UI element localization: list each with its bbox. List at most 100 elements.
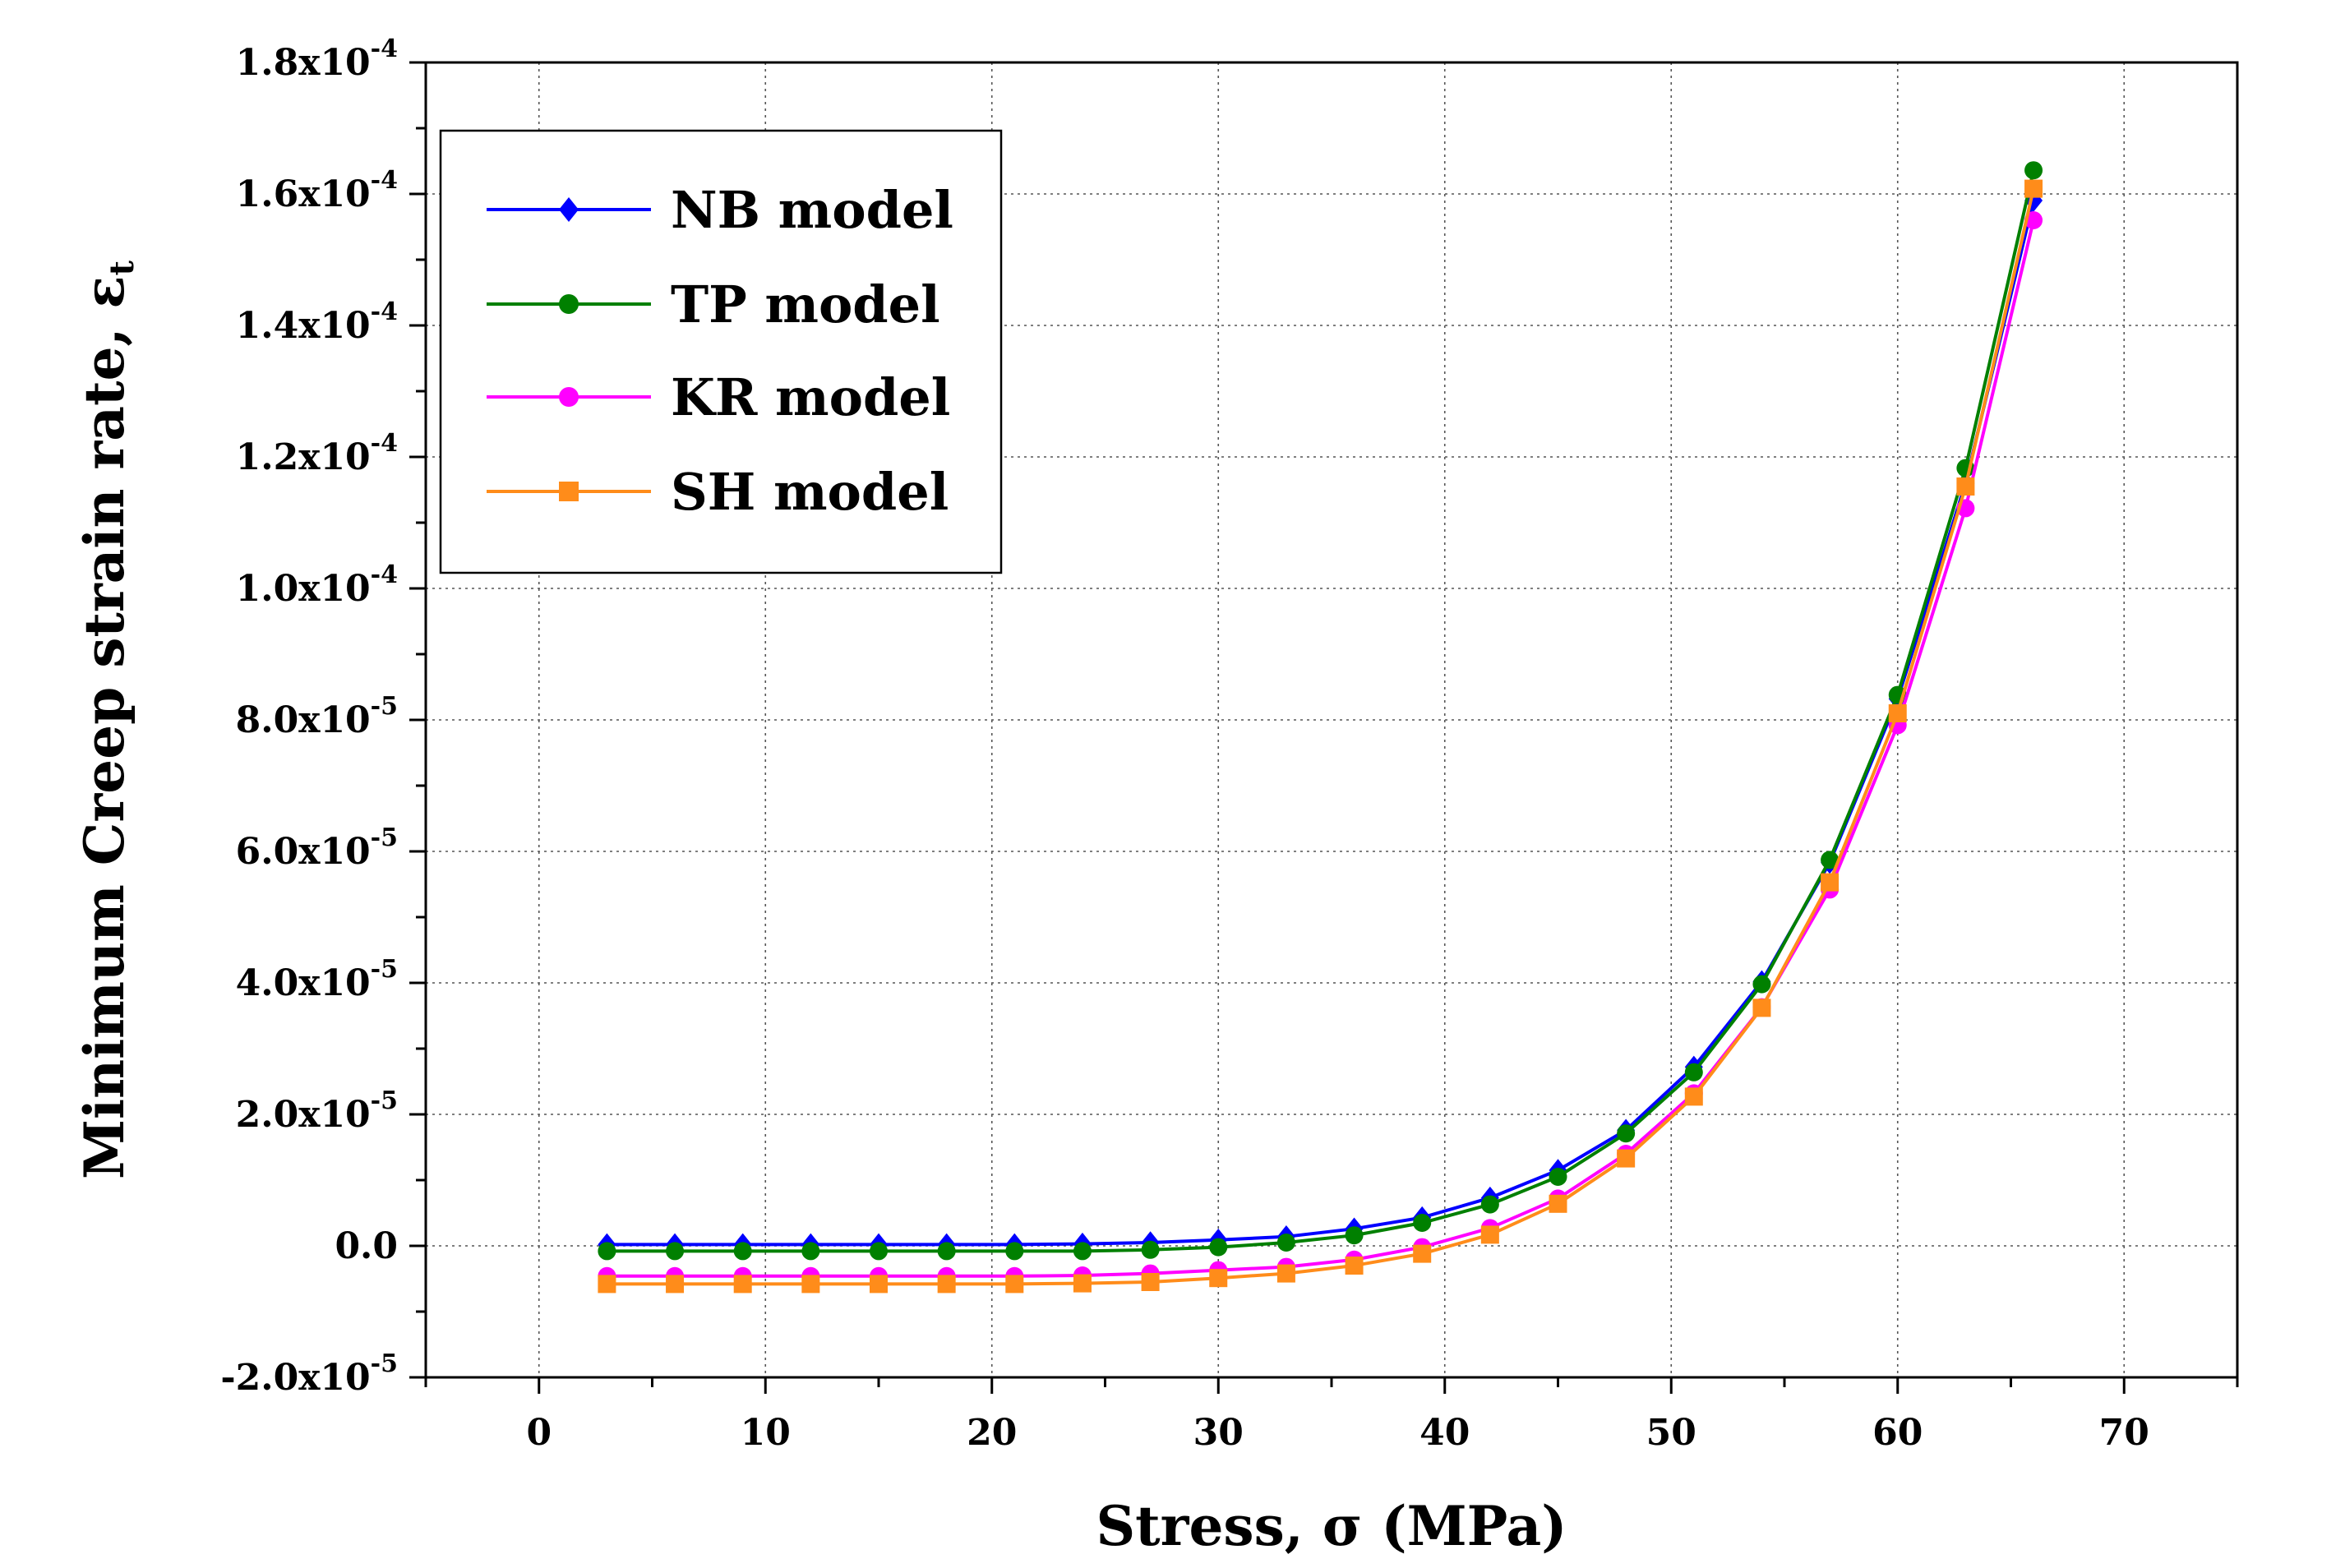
legend: NB model TP model KR model SH model — [439, 129, 1003, 574]
data-point-marker — [1141, 1240, 1160, 1259]
x-tick-label: 40 — [1419, 1412, 1470, 1454]
data-point-marker — [1752, 975, 1771, 994]
y-axis-title-subscript: t — [103, 260, 141, 275]
data-point-marker — [1413, 1244, 1432, 1263]
y-tick-exponent: -5 — [371, 823, 398, 852]
y-tick-mantissa: 4.0x10 — [236, 962, 371, 1004]
series-layer — [598, 161, 2043, 1294]
data-point-marker — [1617, 1124, 1636, 1143]
y-axis-title: Minimum Creep strain rate, εt — [72, 260, 141, 1179]
data-point-marker — [1480, 1225, 1499, 1244]
x-tick-label: 0 — [526, 1412, 552, 1454]
y-tick-label: 1.0x10-4 — [236, 560, 398, 610]
data-point-marker — [1888, 704, 1907, 722]
y-tick-exponent: -4 — [371, 560, 398, 589]
y-tick-label: 1.2x10-4 — [236, 429, 398, 478]
x-tick-label: 30 — [1193, 1412, 1244, 1454]
y-tick-mantissa: 1.4x10 — [236, 305, 371, 347]
y-tick-mantissa: 1.8x10 — [236, 42, 371, 84]
y-tick-label: 6.0x10-5 — [236, 823, 398, 873]
data-point-marker — [1549, 1194, 1567, 1213]
x-tick-label: 20 — [967, 1412, 1017, 1454]
y-tick-mantissa: 8.0x10 — [236, 699, 371, 741]
y-tick-mantissa: 1.2x10 — [236, 436, 371, 478]
y-tick-exponent: -5 — [371, 692, 398, 721]
y-tick-exponent: -5 — [371, 955, 398, 984]
data-point-marker — [666, 1242, 685, 1261]
x-tick-labels: 0 10 20 30 40 50 60 70 — [526, 1412, 2149, 1454]
legend-item-tp-model: TP model — [487, 274, 940, 334]
data-point-marker — [598, 1275, 616, 1294]
y-tick-exponent: -4 — [371, 35, 398, 63]
legend-item-sh-model: SH model — [487, 462, 949, 522]
data-point-marker — [1684, 1063, 1703, 1081]
y-tick-mantissa: 6.0x10 — [236, 831, 371, 873]
y-tick-label: 1.8x10-4 — [236, 35, 398, 84]
data-point-marker — [1345, 1257, 1364, 1275]
x-tick-label: 10 — [741, 1412, 791, 1454]
x-tick-label: 70 — [2099, 1412, 2149, 1454]
data-point-marker — [1345, 1226, 1364, 1245]
y-tick-label: 2.0x10-5 — [236, 1086, 398, 1136]
data-point-marker — [559, 197, 579, 222]
y-tick-exponent: -5 — [371, 1086, 398, 1115]
y-tick-label: 1.4x10-4 — [236, 297, 398, 347]
y-tick-label: 1.6x10-4 — [236, 166, 398, 215]
data-point-marker — [937, 1275, 956, 1294]
data-point-marker — [1209, 1238, 1228, 1257]
series-sh-model — [598, 179, 2043, 1294]
data-point-marker — [1821, 851, 1840, 869]
data-point-marker — [559, 387, 579, 407]
data-point-marker — [1276, 1234, 1295, 1252]
y-tick-mantissa: 0.0 — [335, 1225, 398, 1267]
legend-item-nb-model: NB model — [487, 180, 953, 240]
data-point-marker — [1684, 1087, 1703, 1106]
axis-ticks — [409, 61, 2239, 1394]
y-tick-labels: -2.0x10-50.02.0x10-54.0x10-56.0x10-58.0x… — [220, 35, 398, 1399]
data-point-marker — [666, 1275, 685, 1294]
x-axis-title: Stress, σ (MPa) — [1096, 1494, 1567, 1558]
data-point-marker — [2024, 179, 2043, 198]
legend-box — [439, 129, 1003, 574]
legend-label: KR model — [671, 367, 950, 427]
data-point-marker — [559, 482, 579, 501]
legend-item-kr-model: KR model — [487, 367, 950, 427]
legend-label: NB model — [671, 180, 953, 240]
y-tick-exponent: -4 — [371, 429, 398, 458]
data-point-marker — [2024, 161, 2043, 180]
data-point-marker — [1413, 1214, 1432, 1232]
y-tick-exponent: -4 — [371, 297, 398, 326]
data-point-marker — [733, 1242, 752, 1261]
y-tick-mantissa: 1.0x10 — [236, 568, 371, 610]
legend-label: TP model — [671, 274, 940, 334]
data-point-marker — [1480, 1195, 1499, 1214]
data-point-marker — [801, 1242, 820, 1261]
data-point-marker — [870, 1242, 888, 1261]
data-point-marker — [1209, 1269, 1228, 1288]
y-tick-label: 4.0x10-5 — [236, 955, 398, 1004]
data-point-marker — [1549, 1168, 1567, 1186]
y-tick-label: -2.0x10-5 — [220, 1349, 398, 1399]
data-point-marker — [1141, 1273, 1160, 1291]
data-point-marker — [1617, 1149, 1636, 1168]
y-tick-exponent: -4 — [371, 166, 398, 195]
y-tick-mantissa: 2.0x10 — [236, 1094, 371, 1136]
series-line — [607, 169, 2035, 1253]
x-tick-label: 50 — [1646, 1412, 1696, 1454]
data-point-marker — [1073, 1274, 1092, 1293]
x-tick-label: 60 — [1872, 1412, 1923, 1454]
y-tick-mantissa: 1.6x10 — [236, 173, 371, 215]
data-point-marker — [1276, 1264, 1295, 1283]
data-point-marker — [598, 1242, 616, 1261]
data-point-marker — [1956, 477, 1975, 496]
y-tick-label: 8.0x10-5 — [236, 692, 398, 741]
y-tick-label: 0.0 — [335, 1225, 398, 1267]
series-line — [607, 188, 2035, 1286]
data-point-marker — [870, 1275, 888, 1294]
data-point-marker — [559, 294, 579, 314]
legend-label: SH model — [671, 462, 949, 522]
data-point-marker — [937, 1242, 956, 1261]
data-point-marker — [801, 1275, 820, 1294]
